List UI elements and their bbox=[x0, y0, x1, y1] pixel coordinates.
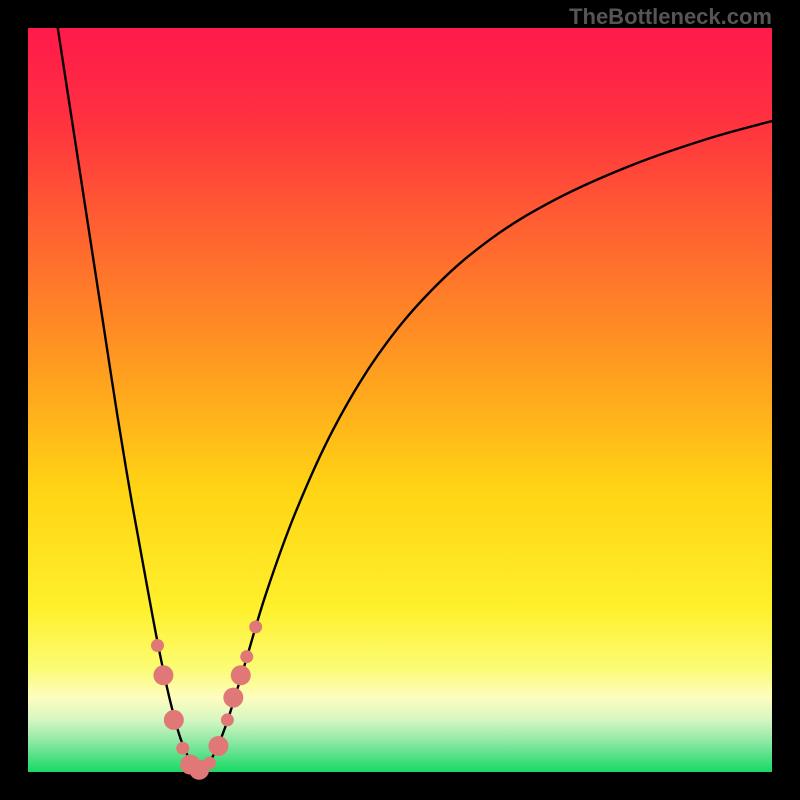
curve-marker bbox=[153, 665, 173, 685]
curve-overlay bbox=[0, 0, 800, 800]
curve-marker bbox=[221, 713, 234, 726]
v-curve bbox=[58, 28, 772, 770]
watermark-text: TheBottleneck.com bbox=[569, 4, 772, 30]
curve-marker bbox=[164, 710, 184, 730]
curve-marker bbox=[240, 650, 253, 663]
curve-marker bbox=[223, 688, 243, 708]
curve-marker bbox=[203, 757, 216, 770]
curve-marker bbox=[151, 639, 164, 652]
curve-marker bbox=[208, 736, 228, 756]
curve-marker bbox=[176, 742, 189, 755]
chart-container: TheBottleneck.com bbox=[0, 0, 800, 800]
curve-marker bbox=[231, 665, 251, 685]
curve-marker bbox=[249, 620, 262, 633]
